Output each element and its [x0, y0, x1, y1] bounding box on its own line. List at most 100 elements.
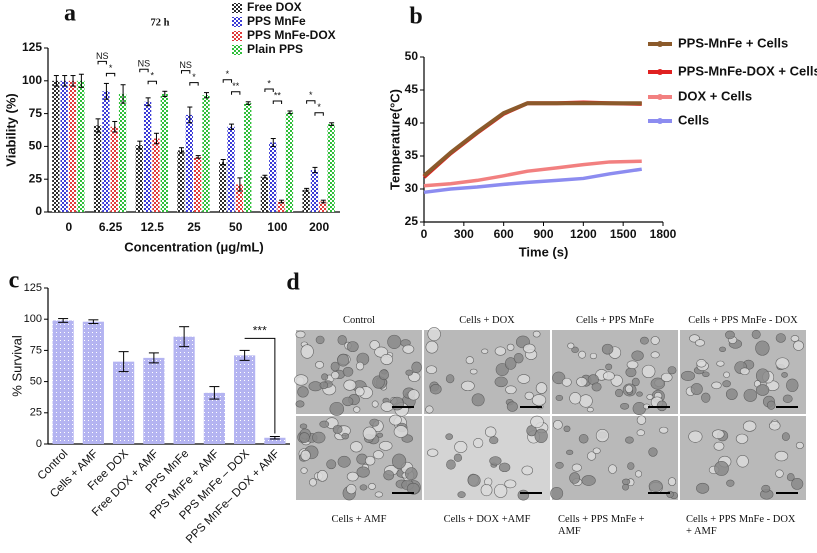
- cell: [346, 471, 359, 482]
- y-tick-label: 50: [405, 49, 419, 63]
- cell: [387, 334, 402, 350]
- cell: [726, 479, 735, 487]
- legend-swatch: [232, 17, 242, 27]
- cell: [467, 474, 481, 487]
- cell: [719, 346, 726, 353]
- cell: [326, 459, 337, 470]
- cell: [484, 426, 497, 438]
- cell: [337, 353, 350, 367]
- cell: [781, 372, 788, 378]
- bar: [264, 437, 286, 444]
- cell: [711, 381, 722, 390]
- cell: [380, 401, 394, 412]
- cell: [295, 330, 306, 339]
- caption: Cells + DOX +AMF: [443, 514, 531, 525]
- bar: [202, 95, 210, 212]
- error-bar: [304, 187, 310, 192]
- significance-label: NS: [96, 51, 109, 61]
- significance-bracket: [314, 112, 324, 116]
- cell: [309, 478, 317, 487]
- error-bar: [320, 199, 326, 204]
- cell: [457, 491, 466, 499]
- legend-label: Plain PPS: [247, 42, 303, 56]
- cell: [374, 491, 383, 498]
- cell: [341, 432, 349, 440]
- bar: [319, 201, 327, 212]
- cell: [639, 336, 649, 345]
- bar: [235, 184, 244, 212]
- cell: [407, 389, 420, 401]
- cell: [454, 441, 468, 453]
- cell: [736, 455, 749, 468]
- error-bar: [78, 73, 84, 88]
- cell: [489, 456, 502, 466]
- x-axis-label: Concentration (μg/mL): [124, 239, 263, 254]
- cell: [505, 385, 517, 395]
- line-series: [422, 100, 642, 179]
- legend-marker: [657, 118, 663, 124]
- significance-bracket: [222, 79, 233, 83]
- error-bar: [148, 352, 159, 364]
- cell: [426, 448, 439, 457]
- cell: [735, 433, 749, 444]
- bar: [118, 93, 127, 212]
- legend-swatch: [232, 31, 242, 41]
- cell: [569, 472, 581, 484]
- cell: [329, 401, 345, 416]
- cell: [494, 483, 508, 498]
- y-tick-label: 35: [405, 148, 419, 162]
- cell: [795, 441, 804, 450]
- bar: [173, 336, 195, 444]
- significance-bracket: [306, 100, 316, 104]
- cell: [369, 418, 380, 427]
- significance-label: *: [267, 78, 271, 88]
- cell: [696, 359, 707, 368]
- cell: [530, 415, 544, 428]
- error-bar: [70, 75, 76, 87]
- caption: Cells + PPS MnFe - DOX: [688, 315, 798, 326]
- y-tick-label: 30: [405, 181, 419, 195]
- significance-label: NS: [138, 59, 151, 69]
- bar: [143, 101, 152, 212]
- legend-label: PPS-MnFe + Cells: [678, 35, 788, 50]
- significance-bracket: [105, 72, 116, 77]
- legend-label: Cells: [678, 112, 709, 127]
- bar: [152, 138, 160, 212]
- error-bar: [195, 155, 201, 159]
- error-bar: [287, 110, 293, 115]
- cell: [646, 394, 654, 400]
- cell: [579, 394, 593, 408]
- x-tick-label: 900: [533, 227, 553, 241]
- line-series: [422, 101, 642, 178]
- cell: [425, 405, 434, 414]
- cell: [781, 432, 790, 441]
- bar: [177, 150, 185, 212]
- cell: [636, 429, 645, 436]
- cell: [300, 467, 308, 474]
- cell: [317, 470, 328, 482]
- cell: [362, 426, 377, 441]
- error-bar: [269, 436, 280, 440]
- cell: [445, 433, 453, 440]
- y-tick-label: 25: [30, 407, 42, 419]
- bar: [302, 189, 310, 212]
- cell: [380, 354, 393, 365]
- bar: [185, 114, 193, 212]
- cell: [297, 386, 309, 398]
- cell: [392, 453, 407, 470]
- y-tick-label: 75: [29, 106, 43, 120]
- cell: [636, 391, 643, 397]
- cell: [631, 377, 640, 387]
- x-tick-label: 300: [454, 227, 474, 241]
- cell: [695, 339, 705, 347]
- cell: [504, 357, 517, 370]
- error-bar: [118, 351, 129, 373]
- cell: [567, 342, 575, 349]
- error-bar: [145, 97, 151, 107]
- cell: [552, 420, 563, 430]
- bar: [93, 125, 102, 212]
- cell: [506, 343, 515, 351]
- cell: [650, 351, 660, 359]
- cell: [608, 464, 617, 474]
- y-tick-label: 45: [405, 82, 419, 96]
